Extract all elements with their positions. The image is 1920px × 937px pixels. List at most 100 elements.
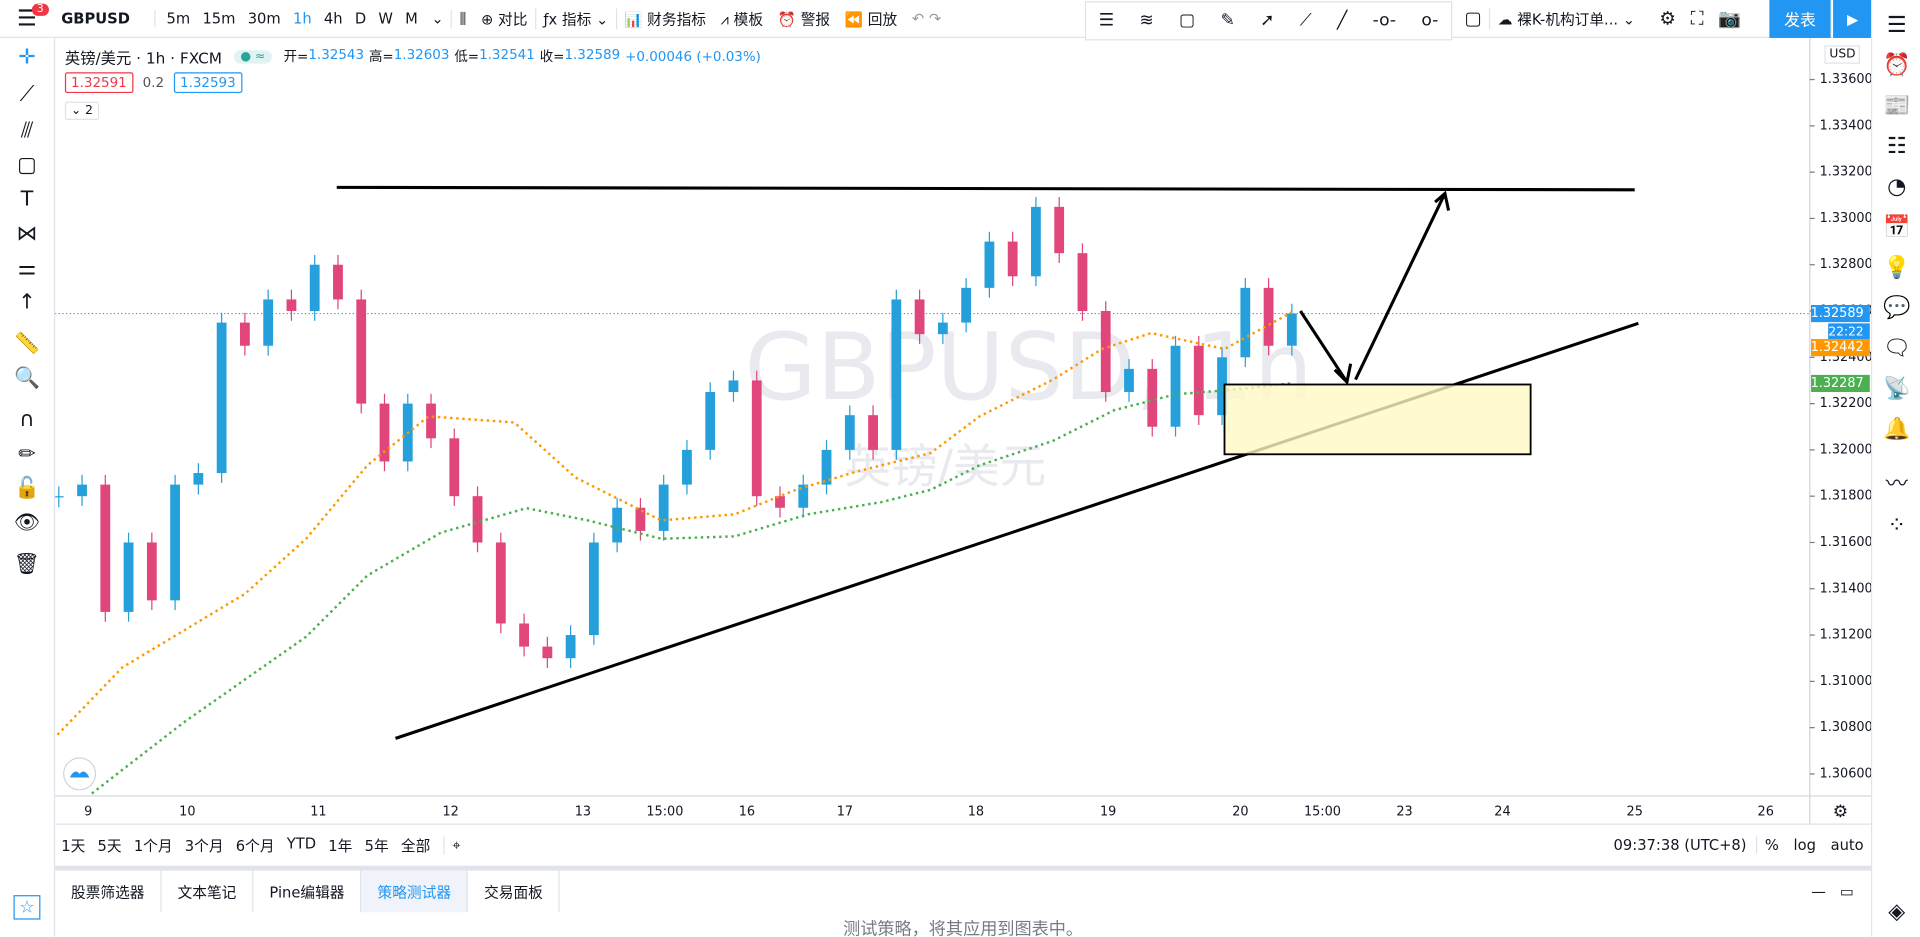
range-button[interactable]: 1年 [328, 836, 353, 855]
hotlists[interactable]: ◔ [1887, 173, 1907, 200]
financials-button[interactable]: 📊 财务指标 [615, 7, 714, 29]
price-tag-label: 1.32442 [1811, 340, 1864, 355]
ask-price[interactable]: 1.32593 [173, 72, 242, 94]
messages[interactable]: 🗨 [1882, 335, 1911, 362]
goto-date[interactable]: ⌖ [443, 835, 468, 855]
tool[interactable]: -o- [1372, 11, 1397, 31]
candle [1054, 206, 1065, 254]
pattern-tool[interactable]: ⋈ [16, 221, 38, 247]
log-toggle[interactable]: log [1793, 836, 1816, 854]
tool[interactable]: ⟋ [1299, 11, 1312, 31]
panel-controls[interactable]: — ▭ [1811, 882, 1854, 901]
interval[interactable]: 15m [202, 9, 236, 27]
settings-button[interactable]: ⚙ [1659, 7, 1676, 30]
range-button[interactable]: 1天 [61, 836, 86, 855]
interval[interactable]: 5m [166, 9, 191, 27]
arrow-up[interactable] [1354, 190, 1451, 381]
range-button[interactable]: 全部 [400, 836, 431, 855]
tool[interactable]: ▢ [1179, 11, 1196, 31]
countdown: 22:22 [1828, 324, 1863, 338]
range-button[interactable]: YTD [286, 834, 317, 852]
candle [240, 322, 250, 346]
trading[interactable]: 〰 [1885, 471, 1908, 498]
ruler-tool[interactable]: 📏 [13, 331, 40, 357]
menu-button[interactable]: ☰ 3 [0, 3, 54, 31]
candle [53, 496, 64, 498]
fib-tool[interactable]: ⫻ [20, 118, 34, 144]
undo-redo[interactable]: ↶ ↷ [911, 9, 942, 27]
publish-button[interactable]: 发表 [1769, 0, 1831, 38]
data-window[interactable]: ☷ [1886, 133, 1907, 160]
interval[interactable]: D [354, 9, 367, 27]
tool[interactable]: ╱ [1337, 11, 1348, 31]
collapse-button[interactable]: ⌄ 2 [64, 101, 100, 121]
alert-button[interactable]: ⏰ 警报 [777, 10, 831, 28]
panel-tab[interactable]: Pine编辑器 [254, 870, 362, 913]
range-button[interactable]: 5天 [97, 836, 122, 855]
drawing-mode[interactable]: ✏ [18, 442, 36, 467]
layout-button[interactable]: ☁ 裸K-机构订单... ⌄ [1489, 7, 1652, 29]
lock-tool[interactable]: 🔓 [13, 476, 40, 501]
interval-dropdown[interactable]: ⌄ [431, 9, 444, 27]
delete-tool[interactable]: 🗑 [13, 552, 41, 577]
tool[interactable]: ≋ [1139, 11, 1154, 31]
indicators-button[interactable]: ƒx 指标 ⌄ [534, 7, 616, 29]
interval[interactable]: W [378, 9, 393, 27]
candle [356, 299, 367, 404]
shape-tool[interactable]: ▢ [17, 153, 37, 178]
range-button[interactable]: 3个月 [184, 836, 224, 855]
tool[interactable]: ✎ [1220, 11, 1235, 31]
range-button[interactable]: 1个月 [133, 836, 173, 855]
templates-button[interactable]: ⩘ 模板 [720, 10, 764, 28]
favorites-button[interactable]: ☆ [13, 895, 41, 920]
tool[interactable]: ➚ [1260, 11, 1275, 31]
alerts[interactable]: ⏰ [1883, 52, 1911, 79]
play-button[interactable]: ▶ [1831, 0, 1873, 38]
candle [100, 484, 111, 612]
x-tick-label: 15:00 [1304, 804, 1341, 819]
forecast-tool[interactable]: ⚌ [17, 255, 37, 281]
visibility-tool[interactable]: 👁 [13, 510, 41, 536]
replay-button[interactable]: ⏪ 回放 [844, 10, 898, 28]
compare-button[interactable]: ⊕ 对比 [481, 10, 528, 28]
line-tool[interactable]: ⟋ [19, 82, 35, 107]
zoom-tool[interactable]: 🔍 [13, 366, 40, 391]
notifications[interactable]: 🔔 [1883, 416, 1911, 443]
auto-toggle[interactable]: auto [1830, 836, 1864, 854]
bid-price[interactable]: 1.32591 [64, 72, 133, 94]
panel-tab[interactable]: 文本笔记 [162, 870, 254, 913]
layers[interactable]: ◈ [1888, 898, 1906, 925]
interval[interactable]: M [405, 9, 418, 27]
arrow-down[interactable] [1299, 310, 1353, 386]
interval[interactable]: 4h [323, 9, 343, 27]
streams[interactable]: 📡 [1883, 375, 1911, 402]
panel-tab[interactable]: 股票筛选器 [55, 870, 162, 913]
dom[interactable]: ⁘ [1887, 513, 1906, 539]
snapshot-button[interactable]: 📷 [1718, 7, 1742, 30]
magnet-tool[interactable]: ∩ [19, 407, 35, 433]
range-button[interactable]: 5年 [364, 836, 389, 855]
cursor-tool[interactable]: ✛ [18, 45, 36, 70]
demand-zone[interactable] [1223, 383, 1532, 456]
arrow-tool[interactable]: ↑ [18, 290, 36, 315]
settings-icon[interactable]: ⚙ [1833, 802, 1848, 822]
symbol-search[interactable]: GBPUSD [61, 9, 130, 27]
calendar[interactable]: 📅 [1883, 214, 1911, 241]
interval[interactable]: 1h [292, 9, 312, 27]
news[interactable]: 📰 [1883, 93, 1911, 119]
resistance-line[interactable] [336, 185, 1635, 192]
panel-tab[interactable]: 策略测试器 [361, 870, 469, 913]
fullscreen-button[interactable]: ⛶ [1690, 7, 1704, 30]
panel-tab[interactable]: 交易面板 [468, 870, 561, 913]
text-tool[interactable]: T [20, 187, 34, 212]
chart-type[interactable]: ⫼ [450, 9, 474, 28]
range-button[interactable]: 6个月 [235, 836, 275, 855]
watchlist[interactable]: ☰ [1886, 12, 1907, 38]
chats[interactable]: 💬 [1883, 295, 1911, 321]
fullscreen-rect[interactable]: ▢ [1464, 7, 1482, 30]
percent-toggle[interactable]: % [1756, 836, 1786, 854]
tool[interactable]: ☰ [1098, 11, 1115, 31]
interval[interactable]: 30m [247, 9, 281, 27]
tool[interactable]: o- [1421, 11, 1439, 31]
ideas[interactable]: 💡 [1883, 254, 1911, 281]
